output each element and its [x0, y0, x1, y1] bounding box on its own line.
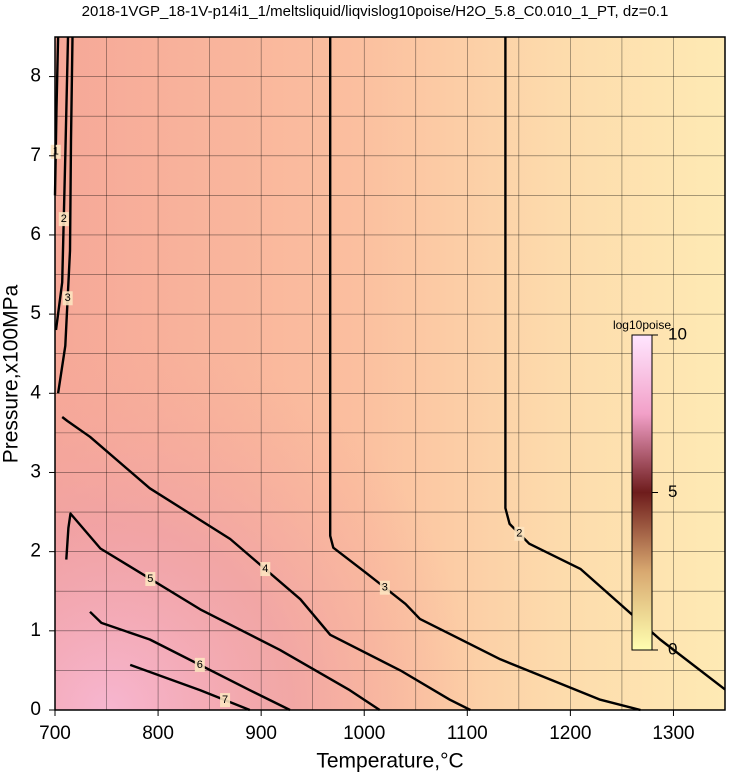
colorbar-label: log10poise	[613, 318, 671, 332]
contour-label: 1	[53, 146, 59, 158]
contour-label: 6	[197, 659, 203, 671]
x-tick-label: 800	[142, 723, 174, 744]
chart-title: 2018-1VGP_18-1V-p14i1_1/meltsliquid/liqv…	[82, 3, 669, 20]
colorbar-tick-label: 10	[668, 324, 687, 343]
contour-label: 3	[65, 292, 71, 304]
contour-label: 2	[61, 213, 67, 225]
contour-label-bg	[58, 212, 69, 227]
y-tick-label: 7	[30, 145, 41, 166]
contour-line	[129, 663, 251, 712]
y-tick-label: 1	[30, 620, 41, 641]
y-tick-label: 8	[30, 66, 41, 87]
contour-label: 2	[516, 528, 522, 540]
contour-label-bg	[220, 693, 231, 708]
contour-label: 4	[262, 563, 268, 575]
y-tick-label: 6	[30, 224, 41, 245]
contour-line	[89, 610, 291, 712]
x-tick-label: 1100	[447, 723, 488, 744]
plot-frame	[54, 36, 726, 711]
contour-label: 7	[222, 694, 228, 706]
contour-label-bg	[62, 291, 73, 306]
contour-label-bg	[379, 580, 390, 595]
y-tick-label: 0	[30, 699, 41, 720]
x-tick-label: 700	[39, 723, 71, 744]
contour-label-bg	[50, 144, 61, 159]
contour-label: 5	[147, 573, 153, 585]
x-tick-label: 1300	[652, 723, 694, 744]
y-tick-label: 4	[30, 382, 41, 403]
x-axis-label: Temperature,°C	[316, 750, 463, 773]
contour-label-bg	[145, 571, 156, 586]
y-tick-label: 2	[30, 541, 41, 562]
y-tick-label: 3	[30, 461, 41, 482]
contour-label-bg	[260, 562, 271, 577]
colorbar	[631, 334, 653, 651]
y-tick-label: 5	[30, 303, 41, 324]
x-tick-label: 900	[245, 723, 277, 744]
contour-line	[56, 36, 74, 394]
x-tick-label: 1200	[549, 723, 591, 744]
x-tick-label: 1000	[343, 723, 385, 744]
contour-label: 3	[382, 582, 388, 594]
contour-label-bg	[514, 526, 525, 541]
colorbar-tick-label: 0	[668, 639, 677, 658]
colorbar-tick-label: 5	[668, 482, 677, 501]
contour-label-bg	[194, 657, 205, 672]
y-axis-label: Pressure,x100MPa	[0, 284, 23, 463]
